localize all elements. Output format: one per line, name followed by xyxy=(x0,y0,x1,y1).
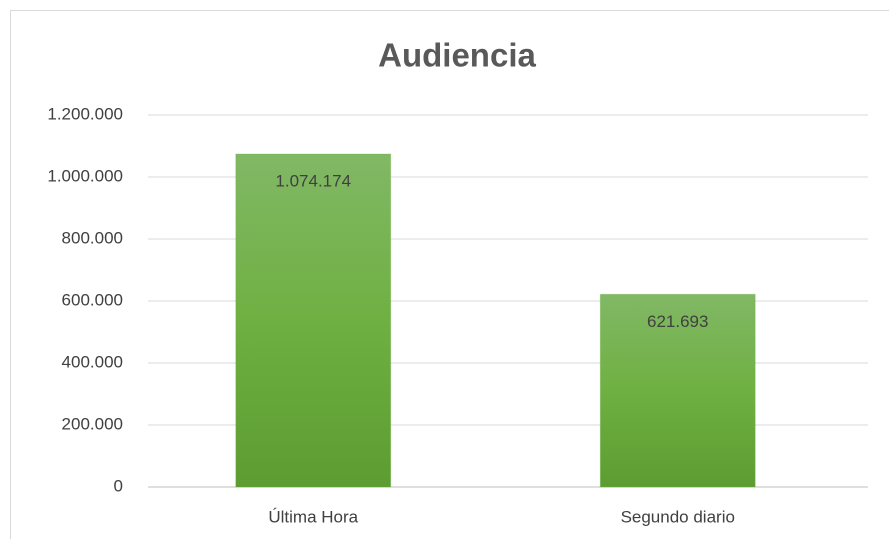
x-tick-label: Última Hora xyxy=(268,507,358,526)
y-tick-label: 1.000.000 xyxy=(47,166,123,185)
y-tick-label: 400.000 xyxy=(62,352,123,371)
data-label: 621.693 xyxy=(647,312,708,331)
data-label: 1.074.174 xyxy=(275,171,351,190)
y-tick-label: 0 xyxy=(114,476,123,495)
chart-border xyxy=(10,10,889,539)
chart-title: Audiencia xyxy=(378,37,536,74)
y-tick-label: 800.000 xyxy=(62,228,123,247)
y-tick-label: 200.000 xyxy=(62,414,123,433)
bar xyxy=(235,153,392,488)
bar xyxy=(599,293,756,488)
y-tick-label: 600.000 xyxy=(62,290,123,309)
x-tick-label: Segundo diario xyxy=(621,507,735,526)
y-tick-label: 1.200.000 xyxy=(47,104,123,123)
